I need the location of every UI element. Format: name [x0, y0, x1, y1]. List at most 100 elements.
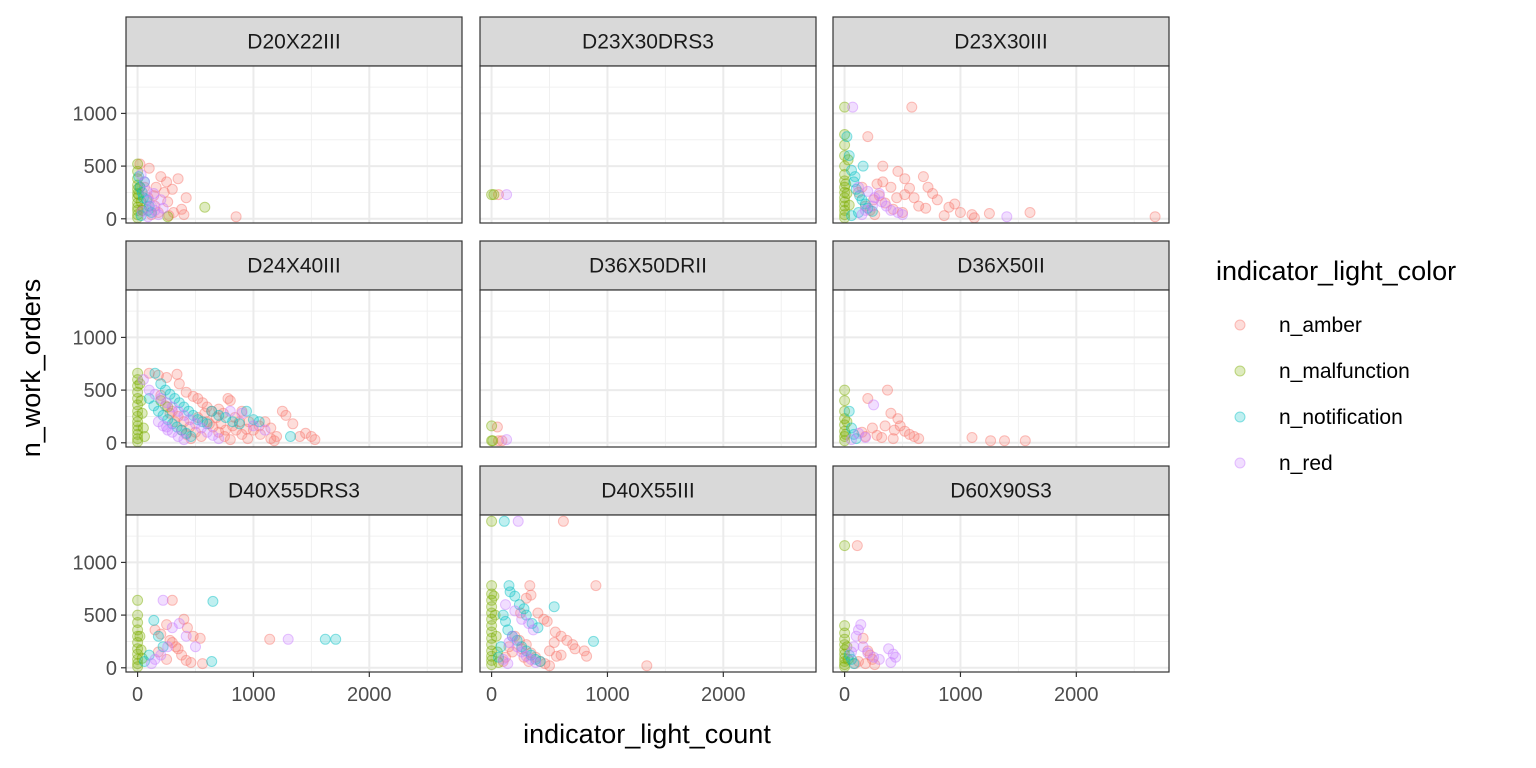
data-point-n_malfunction: [135, 196, 147, 208]
data-point-n_red: [180, 630, 192, 642]
data-point-n_malfunction: [839, 204, 851, 216]
facet-strip-label: D40X55III: [601, 480, 694, 503]
data-point-n_malfunction: [841, 188, 853, 199]
data-point-n_red: [161, 421, 173, 433]
data-point-n_amber: [185, 433, 197, 445]
data-point-n_red: [162, 424, 174, 436]
data-point-n_malfunction: [132, 183, 144, 195]
data-point-n_amber: [879, 197, 891, 209]
data-point-n_malfunction: [839, 431, 851, 442]
data-point-n_amber: [523, 656, 535, 667]
data-point-n_notification: [241, 405, 252, 417]
facet-strip: [832, 16, 1170, 67]
facet-strip-label: D40X55DRS3: [228, 480, 360, 503]
data-point-n_malfunction: [155, 395, 167, 407]
data-point-n_red: [853, 624, 864, 636]
data-point-n_red: [149, 388, 161, 400]
data-point-n_notification: [176, 424, 188, 436]
legend-label-n_malfunction: n_malfunction: [1279, 360, 1410, 383]
data-point-n_red: [866, 200, 878, 212]
plot-background: [833, 515, 1169, 672]
data-point-n_malfunction: [840, 428, 852, 440]
data-point-n_red: [155, 393, 167, 404]
data-point-n_malfunction: [486, 639, 498, 651]
legend-title: indicator_light_color: [1216, 256, 1456, 286]
data-point-n_malfunction: [132, 201, 144, 213]
data-point-n_amber: [853, 656, 864, 667]
data-point-n_red: [862, 647, 874, 659]
legend-key-n_red: [1234, 457, 1246, 469]
data-point-n_red: [873, 188, 885, 199]
data-point-n_notification: [169, 393, 181, 404]
data-point-n_malfunction: [839, 656, 851, 667]
data-point-n_amber: [856, 181, 868, 193]
data-point-n_red: [213, 433, 225, 445]
facet-strip: [479, 16, 817, 67]
data-point-n_red: [143, 384, 155, 396]
data-point-n_amber: [516, 643, 528, 655]
data-point-n_amber: [557, 515, 569, 527]
data-point-n_red: [178, 409, 190, 421]
data-point-n_amber: [180, 386, 192, 398]
data-point-n_red: [149, 653, 161, 665]
data-point-n_amber: [294, 431, 306, 442]
data-point-n_notification: [848, 658, 860, 670]
data-point-n_amber: [166, 405, 178, 417]
data-point-n_malfunction: [839, 175, 851, 187]
data-point-n_amber: [879, 420, 891, 432]
data-point-n_malfunction: [132, 617, 144, 628]
data-point-n_malfunction: [842, 154, 854, 166]
data-point-n_red: [523, 618, 535, 629]
data-point-n_malfunction: [839, 186, 851, 198]
data-point-n_notification: [330, 633, 342, 645]
data-point-n_notification: [848, 428, 860, 440]
data-point-n_notification: [162, 414, 174, 426]
data-point-n_amber: [309, 434, 321, 446]
data-point-n_notification: [853, 207, 864, 218]
x-tick-label: 1000: [585, 684, 630, 706]
data-point-n_red: [224, 405, 236, 417]
data-point-n_amber: [549, 626, 561, 638]
data-point-n_amber: [567, 639, 579, 651]
data-point-n_notification: [185, 431, 197, 442]
data-point-n_notification: [850, 183, 862, 195]
data-point-n_amber: [178, 209, 190, 221]
data-point-n_notification: [503, 580, 515, 592]
data-point-n_malfunction: [839, 639, 851, 651]
data-point-n_amber: [871, 178, 883, 190]
data-point-n_notification: [166, 418, 178, 430]
data-point-n_notification: [213, 409, 225, 421]
data-point-n_malfunction: [839, 101, 851, 113]
data-point-n_malfunction: [486, 620, 498, 632]
data-point-n_red: [853, 181, 864, 193]
data-point-n_amber: [891, 192, 903, 204]
data-point-n_amber: [888, 424, 900, 436]
data-point-n_notification: [143, 200, 155, 212]
panel-border: [479, 514, 817, 673]
data-point-n_red: [207, 429, 219, 441]
plot-background: [480, 290, 816, 447]
data-point-n_malfunction: [839, 627, 851, 639]
data-point-n_malfunction: [839, 181, 851, 193]
data-point-n_notification: [152, 405, 164, 417]
data-point-n_notification: [201, 418, 213, 430]
data-point-n_red: [152, 416, 164, 428]
data-point-n_amber: [864, 649, 876, 661]
facet-strip-label: D23X30III: [954, 31, 1047, 54]
data-point-n_amber: [862, 131, 874, 143]
facet-strip-label: D36X50DRII: [589, 255, 707, 278]
data-point-n_amber: [206, 405, 218, 417]
data-point-n_malfunction: [839, 209, 851, 221]
data-point-n_amber: [197, 397, 208, 409]
data-point-n_red: [155, 649, 167, 661]
data-point-n_notification: [518, 603, 530, 615]
data-point-n_malfunction: [132, 648, 144, 660]
plot-background: [833, 290, 1169, 447]
data-point-n_red: [190, 418, 201, 430]
data-point-n_amber: [148, 190, 160, 202]
data-point-n_red: [184, 414, 196, 426]
data-point-n_amber: [849, 658, 861, 670]
data-point-n_amber: [178, 613, 190, 625]
data-point-n_amber: [201, 401, 213, 413]
